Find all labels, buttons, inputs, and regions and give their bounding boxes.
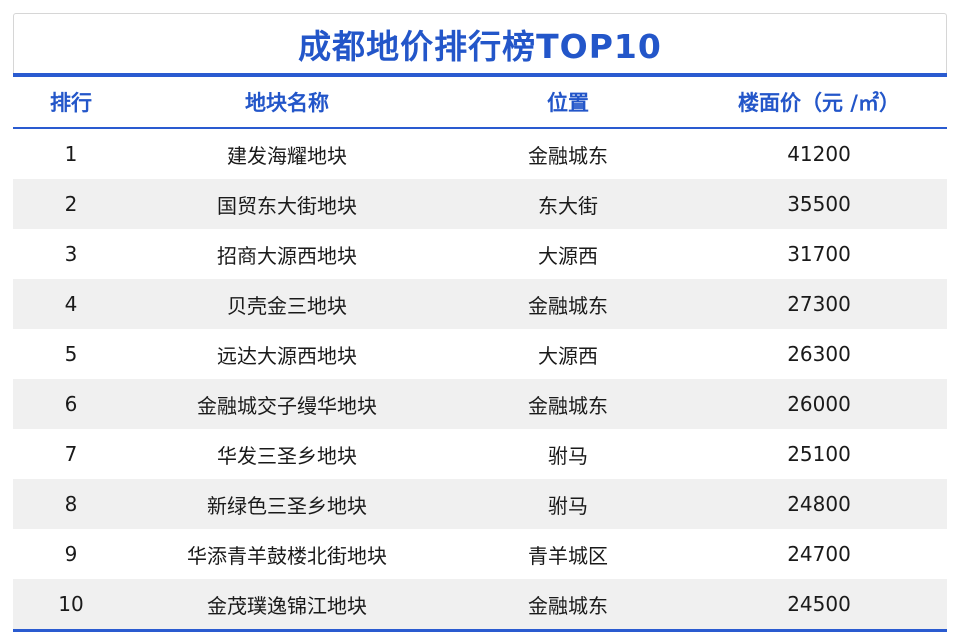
cell-name: 金融城交子缦华地块 <box>197 393 377 418</box>
cell-name: 贝壳金三地块 <box>227 293 347 318</box>
cell-location: 金融城东 <box>528 293 608 318</box>
table-row: 5 远达大源西地块 大源西 26300 <box>13 329 947 379</box>
cell-location: 青羊城区 <box>528 543 608 568</box>
title-box: 成都地价排行榜TOP10 <box>13 13 947 73</box>
cell-name: 招商大源西地块 <box>217 243 357 268</box>
cell-name: 远达大源西地块 <box>217 343 357 368</box>
table-header: 排行 地块名称 位置 楼面价（元 /㎡） <box>13 77 947 127</box>
table-row: 3 招商大源西地块 大源西 31700 <box>13 229 947 279</box>
table-row: 7 华发三圣乡地块 驸马 25100 <box>13 429 947 479</box>
cell-rank: 8 <box>64 492 78 516</box>
cell-name: 建发海耀地块 <box>227 143 347 168</box>
header-divider <box>13 127 947 129</box>
table-row: 6 金融城交子缦华地块 金融城东 26000 <box>13 379 947 429</box>
table-body: 1 建发海耀地块 金融城东 41200 2 国贸东大街地块 东大街 35500 … <box>13 129 947 629</box>
cell-price: 26300 <box>787 342 851 366</box>
cell-rank: 5 <box>64 342 78 366</box>
cell-rank: 1 <box>64 142 78 166</box>
table-row: 4 贝壳金三地块 金融城东 27300 <box>13 279 947 329</box>
table-row: 10 金茂璞逸锦江地块 金融城东 24500 <box>13 579 947 629</box>
cell-location: 金融城东 <box>528 393 608 418</box>
table-row: 2 国贸东大街地块 东大街 35500 <box>13 179 947 229</box>
header-rank: 排行 <box>50 91 92 115</box>
cell-price: 24800 <box>787 492 851 516</box>
cell-name: 华添青羊鼓楼北街地块 <box>187 543 387 568</box>
ranking-table: 成都地价排行榜TOP10 排行 地块名称 位置 楼面价（元 /㎡） 1 建发海耀… <box>13 13 947 632</box>
cell-price: 35500 <box>787 192 851 216</box>
cell-price: 26000 <box>787 392 851 416</box>
cell-location: 东大街 <box>538 193 598 218</box>
cell-price: 41200 <box>787 142 851 166</box>
title-divider <box>13 73 947 77</box>
table-row: 1 建发海耀地块 金融城东 41200 <box>13 129 947 179</box>
cell-rank: 6 <box>64 392 78 416</box>
cell-price: 25100 <box>787 442 851 466</box>
cell-rank: 4 <box>64 292 78 316</box>
table-row: 8 新绿色三圣乡地块 驸马 24800 <box>13 479 947 529</box>
cell-location: 驸马 <box>548 443 588 468</box>
cell-rank: 2 <box>64 192 78 216</box>
table-bottom-rule <box>13 629 947 632</box>
cell-location: 金融城东 <box>528 593 608 618</box>
cell-rank: 7 <box>64 442 78 466</box>
cell-location: 大源西 <box>538 243 598 268</box>
cell-name: 华发三圣乡地块 <box>217 443 357 468</box>
cell-location: 大源西 <box>538 343 598 368</box>
cell-rank: 10 <box>58 592 84 616</box>
cell-name: 金茂璞逸锦江地块 <box>207 593 367 618</box>
page-title: 成都地价排行榜TOP10 <box>298 26 662 66</box>
cell-rank: 3 <box>64 242 78 266</box>
cell-price: 31700 <box>787 242 851 266</box>
cell-price: 24700 <box>787 542 851 566</box>
cell-name: 国贸东大街地块 <box>217 193 357 218</box>
header-price: 楼面价（元 /㎡） <box>738 91 900 115</box>
header-location: 位置 <box>547 91 589 115</box>
cell-price: 27300 <box>787 292 851 316</box>
table-row: 9 华添青羊鼓楼北街地块 青羊城区 24700 <box>13 529 947 579</box>
cell-location: 金融城东 <box>528 143 608 168</box>
cell-price: 24500 <box>787 592 851 616</box>
header-name: 地块名称 <box>245 91 329 115</box>
cell-name: 新绿色三圣乡地块 <box>207 493 367 518</box>
cell-rank: 9 <box>64 542 78 566</box>
cell-location: 驸马 <box>548 493 588 518</box>
